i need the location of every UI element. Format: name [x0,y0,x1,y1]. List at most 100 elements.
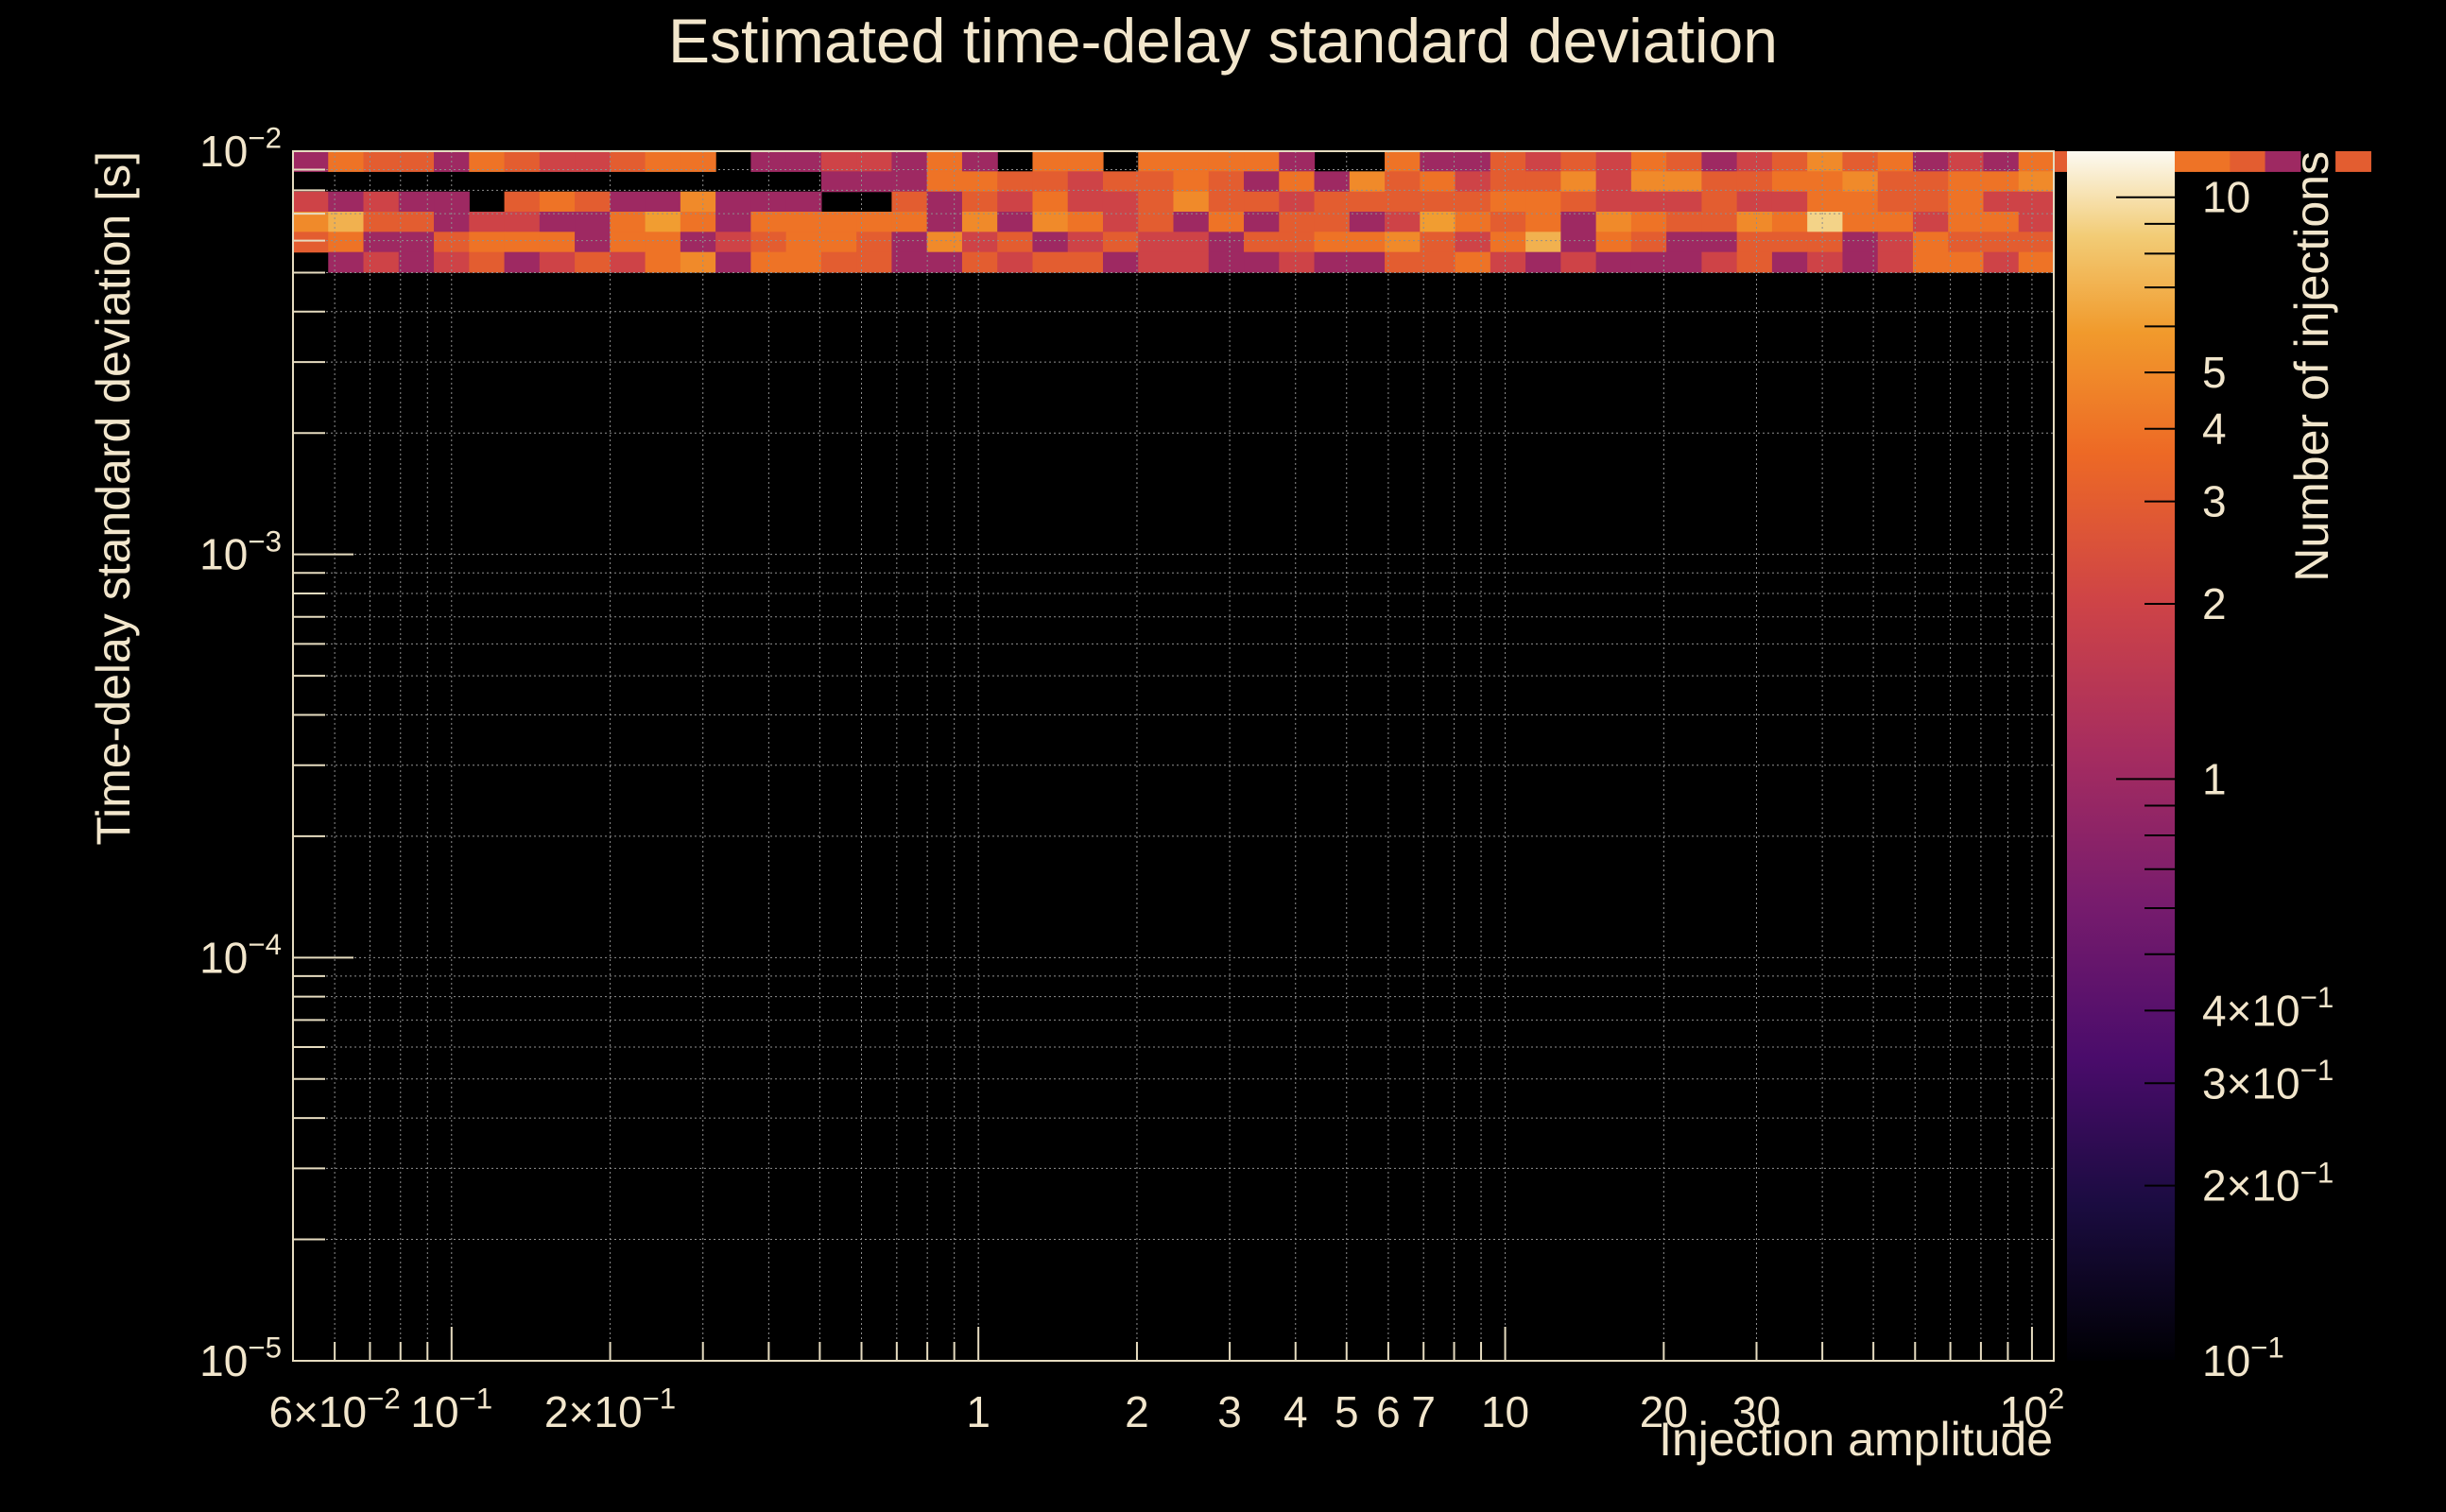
heatmap-cell [363,251,400,273]
heatmap-cell [1771,232,1808,253]
y-tick-label: 10−5 [199,1332,282,1385]
heatmap-cell [610,151,646,172]
y-axis-label: Time-delay standard deviation [s] [87,151,140,846]
heatmap-cell [434,251,470,273]
heatmap-cell [1595,232,1632,253]
x-tick-labels: 6×10−2 10−1 2×10−1 1 2 3 4 5 6 7 10 20 30 102 [268,1383,2064,1436]
color-scale-tick-label: 4×10−1 [2202,981,2334,1035]
heatmap-cell [1842,191,1879,213]
heatmap-cell [1807,191,1844,213]
heatmap-cell [926,251,963,273]
heatmap-cell [1208,212,1245,232]
heatmap-cell [610,191,646,213]
heatmap-cell [504,191,541,213]
heatmap-cell [575,251,611,273]
heatmap-cell [715,251,751,273]
heatmap-cell [1595,171,1632,193]
heatmap-cell [293,232,329,253]
color-scale-tick-label: 5 [2202,348,2227,397]
heatmap-cell [398,251,435,273]
heatmap-cell [1208,251,1245,273]
heatmap-cell [1630,171,1667,193]
heatmap-cell [1701,191,1738,213]
heatmap-cell [1420,232,1456,253]
heatmap-cell [1138,191,1175,213]
heatmap-cell [961,171,998,193]
heatmap-cell [1420,212,1456,232]
heatmap-cell [680,191,716,213]
heatmap-cell [715,212,751,232]
y-tick-label: 10−3 [199,524,282,578]
heatmap-cell [1173,171,1210,193]
color-scale-tick-label: 2×10−1 [2202,1156,2334,1210]
heatmap-cell [1349,212,1386,232]
heatmap-cell [2018,251,2055,273]
heatmap-cell [926,151,963,172]
heatmap-cell [1983,232,2020,253]
heatmap-cell [926,232,963,253]
x-tick-label: 10 [1481,1387,1529,1436]
heatmap-cell [891,151,928,172]
heatmap-cell [680,232,716,253]
heatmap-cell [539,251,576,273]
heatmap-cell [1771,171,1808,193]
heatmap-cell [1032,171,1069,193]
heatmap-cell [575,191,611,213]
heatmap-cell [1912,151,1949,172]
heatmap-cell [1666,171,1702,193]
heatmap-cell [1455,171,1491,193]
heatmap-cell [1948,212,1985,232]
heatmap-cell [610,251,646,273]
heatmap-cell [1244,212,1280,232]
heatmap-cell [856,212,893,232]
heatmap-cell [961,232,998,253]
heatmap-cell [1736,191,1773,213]
x-tick-label: 1 [966,1387,990,1436]
heatmap-cell [328,151,365,172]
heatmap-cell [363,212,400,232]
heatmap-cell [1420,151,1456,172]
heatmap-cell [504,232,541,253]
heatmap-cell [1595,191,1632,213]
heatmap-cell [1948,151,1985,172]
heatmap-cell [1490,232,1526,253]
heatmap-cell [363,232,400,253]
heatmap-cell [2195,151,2231,172]
heatmap-cell [1666,251,1702,273]
heatmap-cell [1455,232,1491,253]
heatmap-cell [1279,251,1316,273]
heatmap-cell [715,191,751,213]
heatmap-cell [434,191,470,213]
heatmap-cell [1525,191,1561,213]
heatmap-cell [785,251,822,273]
heatmap-cell [891,191,928,213]
heatmap-cell [1314,232,1351,253]
heatmap-cell [539,232,576,253]
color-scale-label: Number of injections [2285,151,2338,582]
heatmap-cell [1032,191,1069,213]
color-scale-tick-label: 3×10−1 [2202,1054,2334,1108]
heatmap-cell [1877,191,1914,213]
heatmap-cell [1349,251,1386,273]
color-scale-tick-label: 4 [2202,404,2227,454]
heatmap-cell [645,212,681,232]
heatmap-cell [2018,212,2055,232]
heatmap-cell [539,151,576,172]
heatmap-cell [1630,232,1667,253]
heatmap-cell [1173,232,1210,253]
heatmap-cell [997,232,1034,253]
heatmap-cell [1666,232,1702,253]
heatmap-cell [1349,191,1386,213]
heatmap-cell [1842,151,1879,172]
heatmap-cell [1032,212,1069,232]
heatmap-cell [2018,191,2055,213]
heatmap-cell [1349,171,1386,193]
heatmap-cell [293,191,329,213]
heatmap-cell [1948,171,1985,193]
heatmap-cell [1314,212,1351,232]
heatmap-cell [1385,171,1421,193]
heatmap-cell [1279,171,1316,193]
heatmap-cell [1455,191,1491,213]
heatmap-cell [785,151,822,172]
